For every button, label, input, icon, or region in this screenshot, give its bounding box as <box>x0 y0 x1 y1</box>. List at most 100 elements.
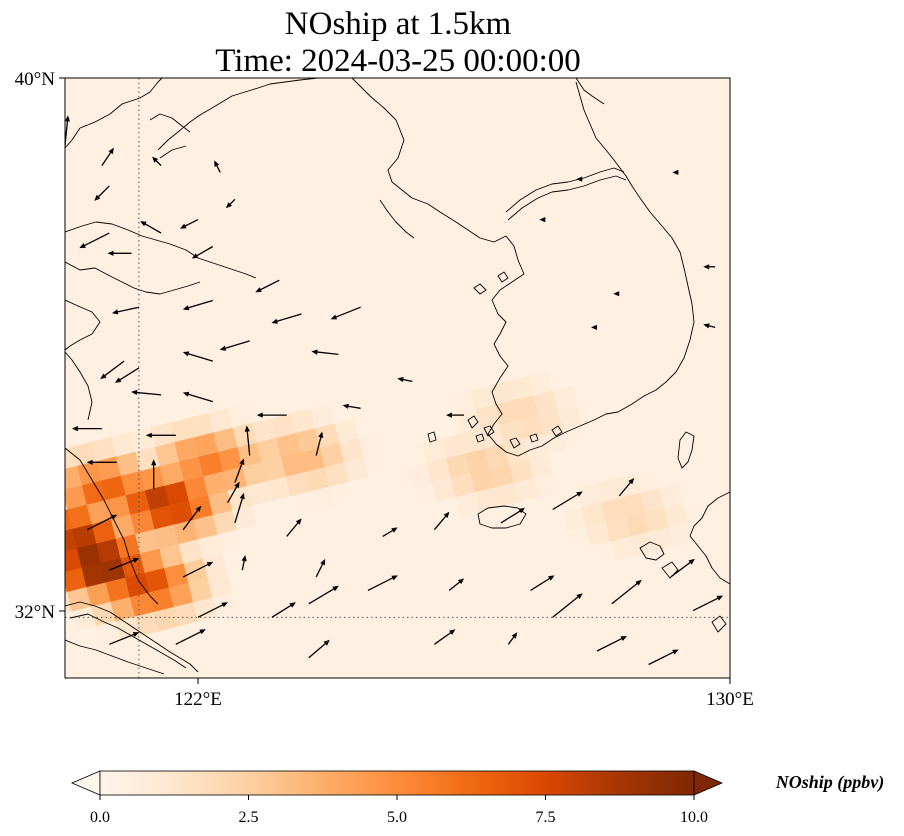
heatmap-cell <box>738 300 762 324</box>
wind-vector <box>271 313 302 324</box>
heatmap-cell <box>148 669 171 678</box>
heatmap-cell <box>752 523 776 547</box>
wind-vector-shaft <box>648 650 676 666</box>
wind-vector-shaft <box>334 306 361 319</box>
heatmap-cell <box>732 610 756 634</box>
heatmap-cell <box>733 363 757 387</box>
heatmap-cell <box>220 675 233 678</box>
heatmap-cell <box>744 72 768 96</box>
heatmap-cell <box>737 630 761 654</box>
wind-vector-head <box>214 160 220 167</box>
wind-vector-shaft <box>308 641 328 659</box>
heatmap-cell <box>723 244 730 266</box>
wind-vector <box>182 299 213 311</box>
wind-vector <box>596 636 627 652</box>
heatmap-cell <box>746 586 770 610</box>
heatmap-cell <box>99 44 123 68</box>
wind-vector-head <box>457 578 465 585</box>
heatmap-cell <box>115 699 139 723</box>
wind-vector-head <box>108 147 114 155</box>
heatmap-cell <box>708 265 730 291</box>
wind-vector <box>539 217 546 223</box>
wind-vector-head <box>295 518 302 525</box>
heatmap-cell <box>65 78 67 79</box>
wind-vector <box>225 198 236 209</box>
heatmap-cell <box>304 675 316 678</box>
wind-vector <box>692 595 724 612</box>
heatmap-cell <box>734 198 758 222</box>
heatmap-cell <box>759 48 783 72</box>
wind-vector-head <box>576 593 583 600</box>
wind-vector-head <box>397 377 404 383</box>
heatmap-cell <box>712 450 730 475</box>
wind-vector <box>703 264 716 270</box>
heatmap-cell <box>726 594 730 610</box>
heatmap-cell <box>719 141 730 165</box>
wind-vector <box>151 459 157 490</box>
heatmap-cell <box>742 567 766 591</box>
heatmap-cell <box>718 223 730 247</box>
wind-vector-shaft <box>500 509 522 524</box>
heatmap-cell <box>629 697 653 721</box>
heatmap-cell <box>40 306 64 330</box>
heatmap-cell <box>528 701 552 725</box>
wind-vector-head <box>221 602 228 608</box>
heatmap-cell <box>707 512 730 538</box>
wind-vector-head <box>613 291 620 297</box>
colorbar-gradient <box>99 770 695 796</box>
heatmap-cell <box>396 671 419 678</box>
heatmap-cell <box>728 264 730 273</box>
wind-vector-head <box>111 309 119 315</box>
heatmap-cell <box>714 203 730 228</box>
heatmap-cell <box>758 295 782 319</box>
wind-vector-head <box>703 323 710 329</box>
heatmap-cell <box>749 174 773 198</box>
wind-vector-shaft <box>315 351 339 356</box>
heatmap-cell <box>168 665 192 678</box>
wind-vector-head <box>703 264 710 270</box>
wind-vector-shaft <box>194 245 214 258</box>
wind-vector-head <box>132 557 140 563</box>
wind-vectors <box>65 115 724 666</box>
heatmap-cell <box>708 347 730 373</box>
wind-vector-head <box>628 478 635 485</box>
heatmap-cell <box>717 388 730 412</box>
heatmap-cell <box>682 662 707 678</box>
heatmap-cell <box>36 122 60 146</box>
wind-vector-shaft <box>234 496 244 524</box>
heatmap-cell <box>717 553 730 577</box>
heatmap-cell <box>600 662 624 678</box>
heatmap-cell <box>498 666 521 678</box>
wind-vector-head <box>191 253 199 259</box>
wind-vector <box>79 232 110 249</box>
axis-ticks: 40°N 32°N 122°E 130°E <box>15 69 754 710</box>
wind-vector-head <box>511 632 518 639</box>
wind-vector-head <box>234 481 240 489</box>
heatmap-cell <box>85 664 110 678</box>
heatmap-cell <box>65 581 68 594</box>
wind-vector-head <box>391 527 398 533</box>
heatmap-cell <box>319 691 343 715</box>
wind-vector <box>382 527 398 537</box>
wind-vector-shaft <box>552 595 580 618</box>
heatmap-cell <box>708 430 730 456</box>
wind-vector <box>433 511 450 531</box>
wind-vector-head <box>539 217 546 223</box>
heatmap-cell <box>147 78 151 79</box>
wind-vector <box>227 481 240 504</box>
wind-vector-shaft <box>102 360 125 378</box>
heatmap-cell <box>40 141 64 165</box>
wind-vector-head <box>244 425 250 432</box>
map-title-line2: Time: 2024-03-25 00:00:00 <box>215 43 580 79</box>
y-tick-label-top: 40°N <box>15 69 56 90</box>
wind-vector-shaft <box>117 367 140 382</box>
wind-vector-head <box>65 115 70 122</box>
heatmap-cell <box>757 460 781 484</box>
heatmap-cell <box>734 115 758 139</box>
heatmap-cell <box>758 213 782 237</box>
heatmap-cell <box>435 661 460 678</box>
heatmap-cell <box>561 672 583 678</box>
heatmap-cell <box>728 182 730 189</box>
wind-vector-head <box>716 595 724 601</box>
wind-vector-shaft <box>101 150 113 166</box>
